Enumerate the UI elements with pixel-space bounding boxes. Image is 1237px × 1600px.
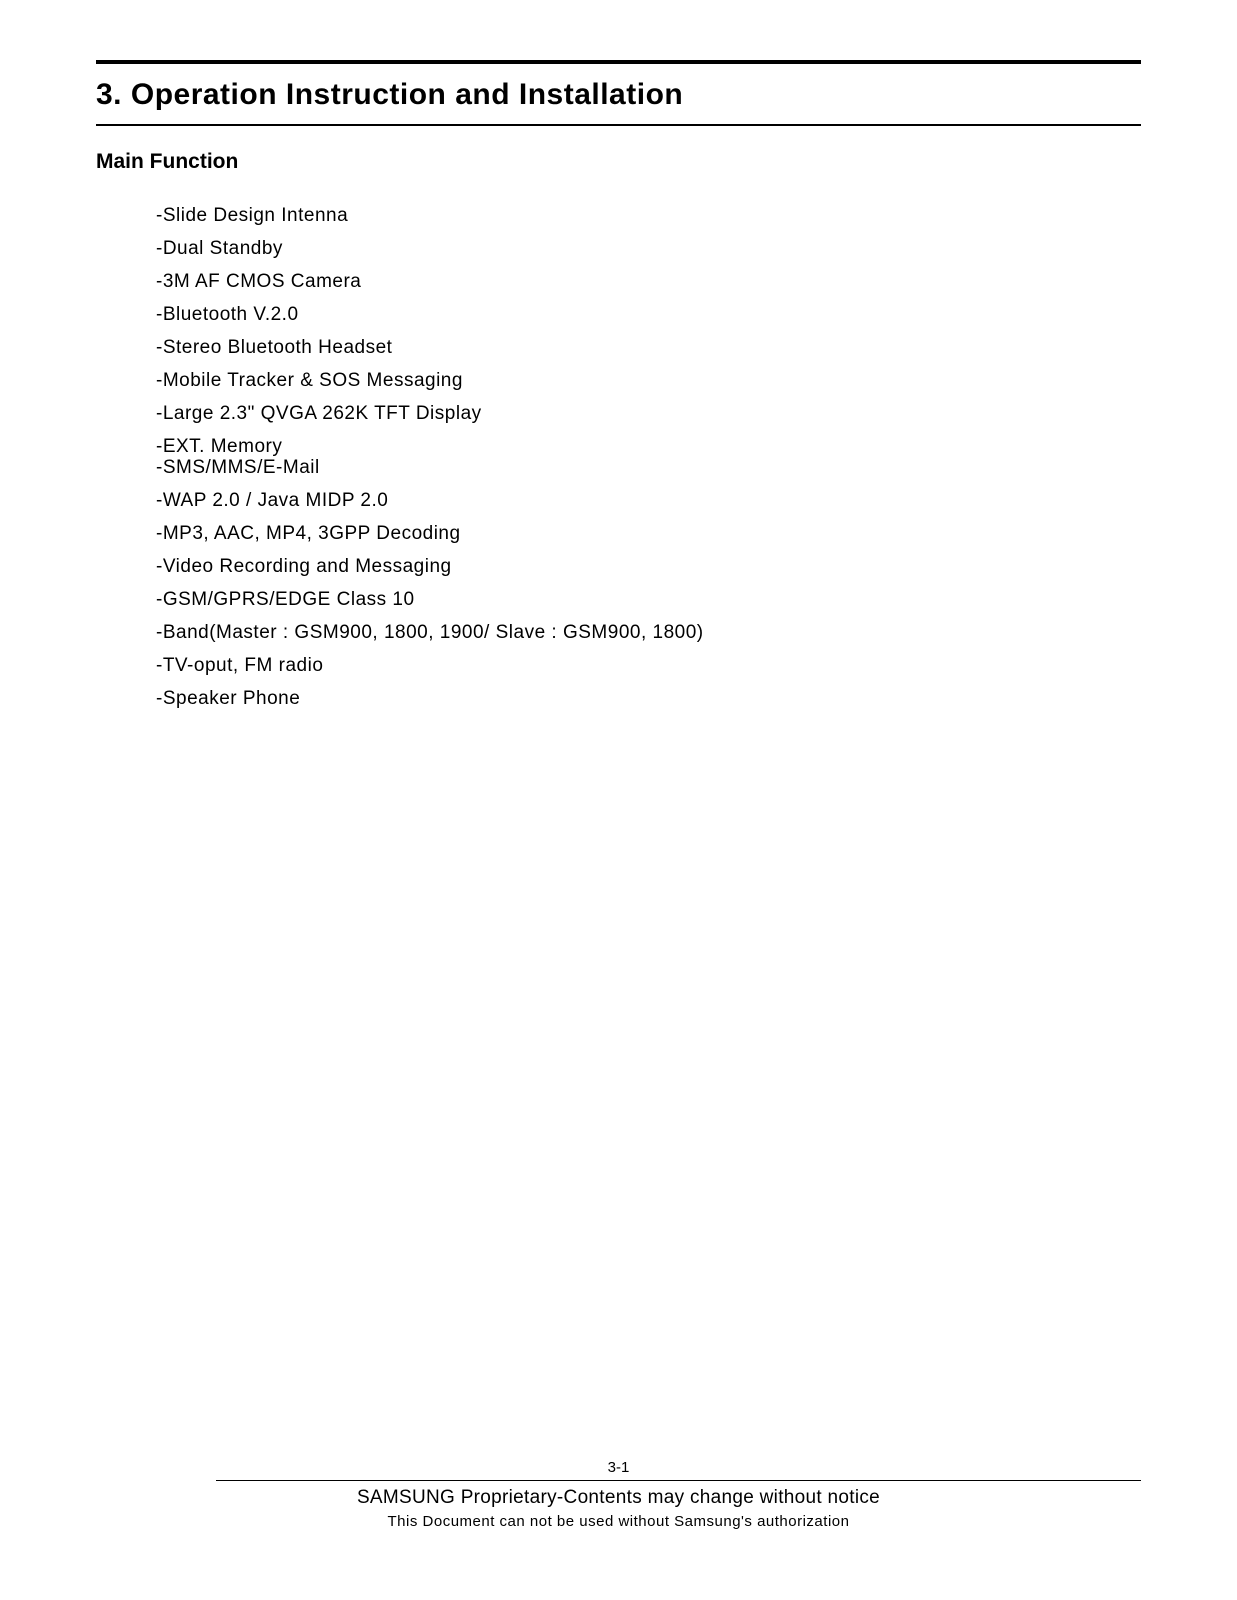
footer-authorization-notice: This Document can not be used without Sa… [96,1513,1141,1530]
feature-item: -Bluetooth V.2.0 [156,305,1141,324]
feature-item: -Mobile Tracker & SOS Messaging [156,371,1141,390]
subheading-main-function: Main Function [96,150,1141,174]
feature-item: -EXT. Memory [156,437,1141,456]
feature-item: -MP3, AAC, MP4, 3GPP Decoding [156,524,1141,543]
feature-item: -Band(Master : GSM900, 1800, 1900/ Slave… [156,623,1141,642]
feature-item: -3M AF CMOS Camera [156,272,1141,291]
page-footer: 3-1 SAMSUNG Proprietary-Contents may cha… [96,1459,1141,1530]
feature-item: -Large 2.3" QVGA 262K TFT Display [156,404,1141,423]
feature-item: -Dual Standby [156,239,1141,258]
page-number: 3-1 [96,1459,1141,1476]
chapter-title: 3. Operation Instruction and Installatio… [96,78,1141,112]
feature-item: -Video Recording and Messaging [156,557,1141,576]
document-page: 3. Operation Instruction and Installatio… [0,0,1237,1600]
top-rule-thick [96,60,1141,64]
feature-item: -WAP 2.0 / Java MIDP 2.0 [156,491,1141,510]
feature-item: -Slide Design Intenna [156,206,1141,225]
feature-list: -Slide Design Intenna -Dual Standby -3M … [156,206,1141,708]
footer-proprietary-notice: SAMSUNG Proprietary-Contents may change … [96,1487,1141,1509]
feature-item: -Speaker Phone [156,689,1141,708]
feature-item: -Stereo Bluetooth Headset [156,338,1141,357]
footer-rule [216,1480,1141,1481]
title-underline-rule [96,124,1141,126]
feature-item: -GSM/GPRS/EDGE Class 10 [156,590,1141,609]
feature-item: -SMS/MMS/E-Mail [156,458,1141,477]
feature-item: -TV-oput, FM radio [156,656,1141,675]
